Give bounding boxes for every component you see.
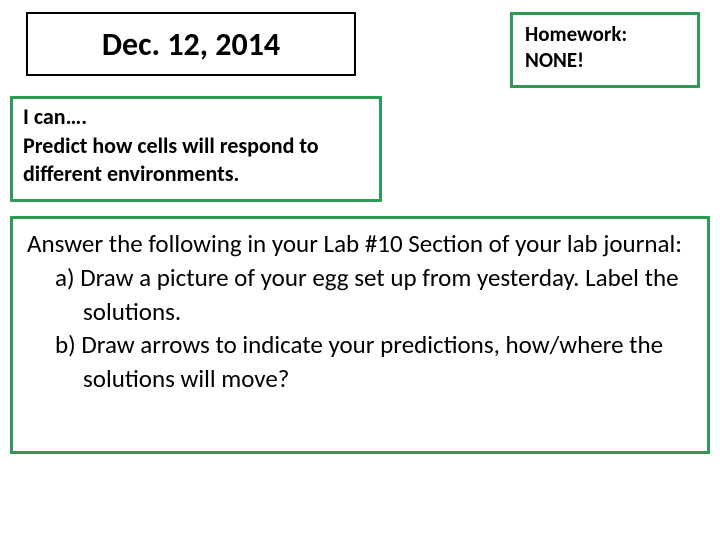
ican-box: I can…. Predict how cells will respond t…: [10, 96, 382, 202]
instructions-intro: Answer the following in your Lab #10 Sec…: [27, 227, 693, 261]
ican-label: I can….: [23, 103, 369, 132]
date-box: Dec. 12, 2014: [26, 12, 356, 76]
homework-box: Homework: NONE!: [510, 12, 700, 88]
homework-value: NONE!: [525, 47, 685, 73]
ican-statement: Predict how cells will respond to differ…: [23, 132, 369, 189]
date-text: Dec. 12, 2014: [102, 25, 280, 64]
instructions-box: Answer the following in your Lab #10 Sec…: [10, 216, 710, 454]
instructions-item: a) Draw a picture of your egg set up fro…: [27, 261, 693, 329]
instructions-item: b) Draw arrows to indicate your predicti…: [27, 328, 693, 396]
homework-label: Homework:: [525, 21, 685, 47]
